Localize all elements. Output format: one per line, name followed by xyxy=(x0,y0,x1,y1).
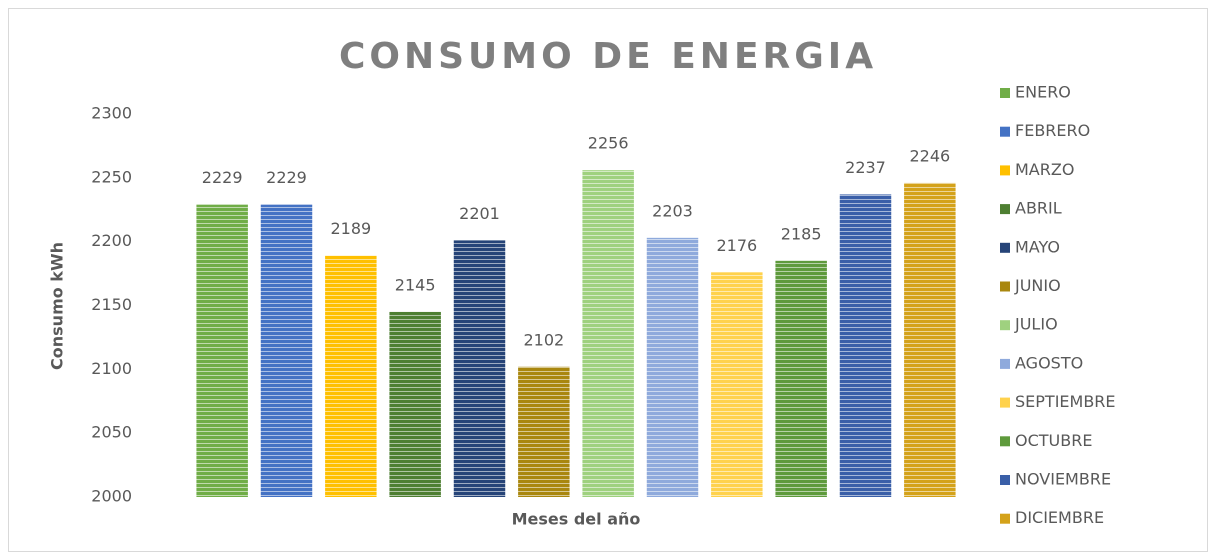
chart-title: CONSUMO DE ENERGIA xyxy=(339,36,877,77)
data-label: 2189 xyxy=(330,219,371,238)
y-tick-label: 2000 xyxy=(91,487,132,506)
data-label: 2201 xyxy=(459,204,500,223)
legend-swatch xyxy=(1000,358,1010,369)
y-tick-label: 2300 xyxy=(91,104,132,123)
bar xyxy=(518,366,570,497)
y-tick-label: 2050 xyxy=(91,423,132,442)
bar xyxy=(260,204,313,498)
y-tick-label: 2200 xyxy=(91,231,132,250)
legend-label: FEBRERO xyxy=(1015,121,1090,140)
data-label: 2229 xyxy=(202,168,243,187)
x-axis-title: Meses del año xyxy=(512,510,641,529)
data-label: 2176 xyxy=(716,236,757,255)
data-label: 2203 xyxy=(652,201,693,220)
y-axis-title: Consumo kWh xyxy=(48,242,67,370)
bar xyxy=(325,255,377,497)
legend-label: SEPTIEMBRE xyxy=(1015,392,1116,411)
legend-swatch xyxy=(1000,242,1010,253)
y-tick-label: 2150 xyxy=(91,295,132,314)
bar xyxy=(839,194,892,497)
legend-label: MAYO xyxy=(1015,237,1060,256)
legend-swatch xyxy=(1000,281,1010,292)
legend-swatch xyxy=(1000,475,1010,485)
bar xyxy=(453,240,506,497)
legend-label: NOVIEMBRE xyxy=(1015,470,1111,489)
bar xyxy=(196,204,248,498)
legend-swatch xyxy=(1000,320,1010,331)
y-tick-label: 2100 xyxy=(91,359,132,378)
y-tick-label: 2250 xyxy=(91,167,132,186)
data-label: 2145 xyxy=(395,275,436,294)
data-label: 2102 xyxy=(523,330,564,349)
data-label: 2185 xyxy=(781,224,822,243)
legend-label: JULIO xyxy=(1014,315,1058,334)
bar xyxy=(904,182,956,497)
data-label: 2256 xyxy=(588,134,629,153)
legend-label: DICIEMBRE xyxy=(1015,508,1104,527)
legend-swatch xyxy=(1000,204,1010,215)
legend-swatch xyxy=(1000,88,1010,98)
legend-label: ABRIL xyxy=(1015,199,1062,218)
legend-label: AGOSTO xyxy=(1015,353,1083,372)
legend-swatch xyxy=(1000,397,1010,408)
data-label: 2237 xyxy=(845,158,886,177)
legend-swatch xyxy=(1000,436,1010,447)
data-label: 2246 xyxy=(909,146,950,165)
legend-swatch xyxy=(1000,126,1010,137)
legend-label: JUNIO xyxy=(1014,276,1061,295)
data-label: 2229 xyxy=(266,168,307,187)
legend-label: OCTUBRE xyxy=(1015,431,1092,450)
bar xyxy=(775,260,827,497)
legend-label: MARZO xyxy=(1015,160,1074,179)
bar xyxy=(711,272,763,497)
bar xyxy=(646,237,699,497)
bar xyxy=(582,170,634,497)
bar xyxy=(389,311,441,497)
legend-swatch xyxy=(1000,165,1010,176)
legend-swatch xyxy=(1000,513,1010,524)
legend-label: ENERO xyxy=(1015,83,1071,102)
